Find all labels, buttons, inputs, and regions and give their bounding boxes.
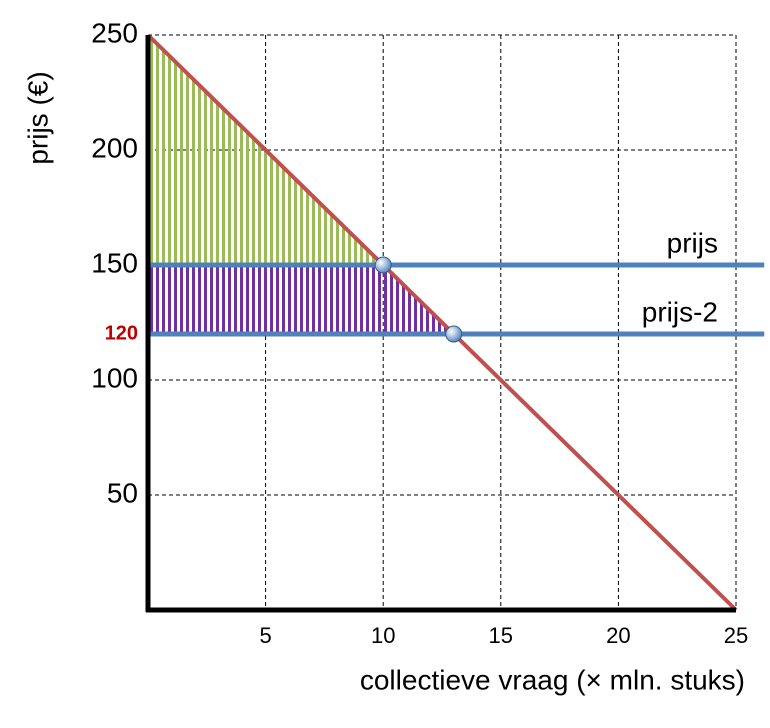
x-tick-label: 20	[606, 623, 630, 648]
y-tick-label: 250	[91, 17, 138, 48]
x-tick-label: 5	[259, 623, 271, 648]
y-tick-label-highlight: 120	[105, 322, 138, 344]
x-axis-label: collectieve vraag (× mln. stuks)	[360, 664, 745, 695]
intersection-point	[374, 256, 392, 274]
y-tick-label: 100	[91, 362, 138, 393]
demand-line	[146, 33, 738, 612]
intersection-point	[445, 325, 463, 343]
x-tick-label: 15	[489, 623, 513, 648]
y-tick-label: 50	[107, 477, 138, 508]
series-label: prijs-2	[642, 296, 718, 327]
series-label: prijs	[667, 227, 718, 258]
y-axis-label: prijs (€)	[22, 71, 53, 164]
y-tick-label: 200	[91, 132, 138, 163]
x-tick-label: 25	[724, 623, 748, 648]
x-tick-label: 10	[371, 623, 395, 648]
y-tick-label: 150	[91, 247, 138, 278]
price-change-area	[148, 265, 454, 334]
